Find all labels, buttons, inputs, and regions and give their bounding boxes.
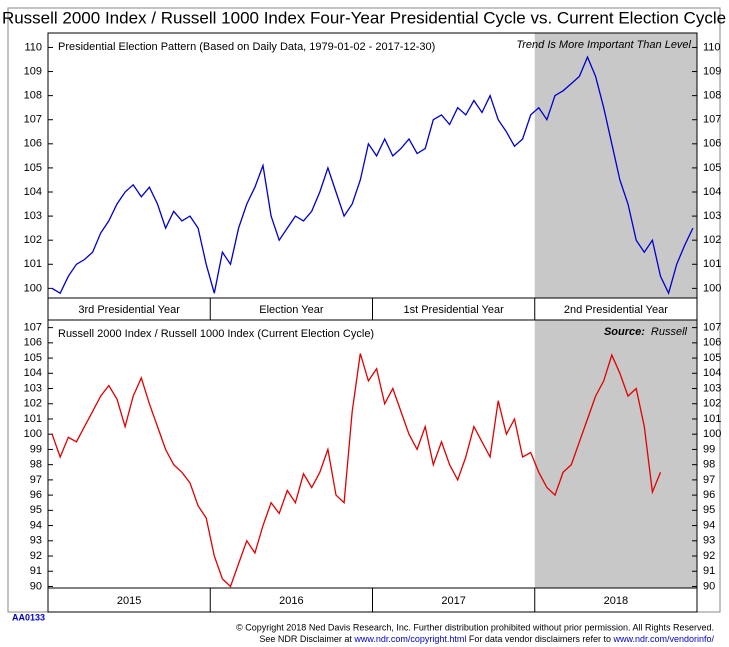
y-tick-label: 100 [703,428,721,440]
y-tick-label: 101 [24,258,42,270]
chart-title: Russell 2000 Index / Russell 1000 Index … [2,8,726,27]
y-tick-label: 106 [703,138,721,150]
y-tick-label: 92 [30,550,42,562]
y-tick-label: 95 [30,504,42,516]
y-tick-label: 107 [703,322,721,334]
y-tick-label: 93 [703,535,715,547]
series-line [51,353,662,588]
y-tick-label: 106 [703,337,721,349]
y-tick-label: 102 [703,398,721,410]
y-tick-label: 98 [703,459,715,471]
y-tick-label: 102 [24,398,42,410]
code: AA0133 [12,612,45,622]
annotation: Trend Is More Important Than Level [516,39,691,51]
y-tick-label: 105 [703,162,721,174]
shaded-region [534,33,697,298]
y-tick-label: 107 [703,114,721,126]
period-label: 2nd Presidential Year [564,304,668,316]
y-tick-label: 102 [24,234,42,246]
y-tick-label: 101 [703,258,721,270]
y-tick-label: 110 [703,41,721,53]
y-tick-label: 104 [703,186,721,198]
disclaimer: See NDR Disclaimer at www.ndr.com/copyri… [259,634,714,644]
annotation: Source: Russell [604,326,688,338]
y-tick-label: 99 [703,443,715,455]
y-tick-label: 101 [703,413,721,425]
y-tick-label: 108 [24,90,42,102]
y-tick-label: 92 [703,550,715,562]
y-tick-label: 100 [24,282,42,294]
y-tick-label: 103 [24,382,42,394]
y-tick-label: 96 [30,489,42,501]
y-tick-label: 94 [703,519,715,531]
y-tick-label: 105 [703,352,721,364]
link[interactable]: www.ndr.com/vendorinfo/ [612,634,714,644]
y-tick-label: 107 [24,114,42,126]
y-tick-label: 99 [30,443,42,455]
link[interactable]: www.ndr.com/copyright.html [353,634,466,644]
y-tick-label: 98 [30,459,42,471]
y-tick-label: 109 [703,65,721,77]
y-tick-label: 95 [703,504,715,516]
y-tick-label: 107 [24,322,42,334]
annotation-source: Russell [651,326,688,338]
y-tick-label: 91 [703,565,715,577]
series-label: Presidential Election Pattern (Based on … [58,41,435,53]
y-tick-label: 90 [703,580,715,592]
y-tick-label: 104 [24,367,42,379]
shaded-region [534,320,697,588]
period-label: 3rd Presidential Year [78,304,180,316]
y-tick-label: 106 [24,337,42,349]
copyright: © Copyright 2018 Ned Davis Research, Inc… [236,622,714,632]
y-tick-label: 100 [24,428,42,440]
period-label: 2016 [279,595,303,607]
period-label: 2017 [441,595,465,607]
y-tick-label: 101 [24,413,42,425]
period-label: Election Year [259,304,324,316]
y-tick-label: 104 [703,367,721,379]
y-tick-label: 93 [30,535,42,547]
y-tick-label: 103 [703,210,721,222]
annotation-label: Source: [604,326,645,338]
y-tick-label: 97 [30,474,42,486]
y-tick-label: 103 [24,210,42,222]
y-tick-label: 108 [703,90,721,102]
y-tick-label: 109 [24,65,42,77]
period-label: 2018 [604,595,628,607]
y-tick-label: 97 [703,474,715,486]
series-line [51,55,694,296]
y-tick-label: 103 [703,382,721,394]
disclaimer-text: See NDR Disclaimer at [259,634,354,644]
y-tick-label: 100 [703,282,721,294]
disclaimer-text: For data vendor disclaimers refer to [466,634,613,644]
y-tick-label: 94 [30,519,42,531]
y-tick-label: 105 [24,162,42,174]
y-tick-label: 91 [30,565,42,577]
series-label: Russell 2000 Index / Russell 1000 Index … [58,328,374,340]
y-tick-label: 90 [30,580,42,592]
period-label: 2015 [117,595,141,607]
period-label: 1st Presidential Year [403,304,504,316]
y-tick-label: 104 [24,186,42,198]
y-tick-label: 96 [703,489,715,501]
y-tick-label: 106 [24,138,42,150]
y-tick-label: 102 [703,234,721,246]
y-tick-label: 110 [24,41,42,53]
y-tick-label: 105 [24,352,42,364]
